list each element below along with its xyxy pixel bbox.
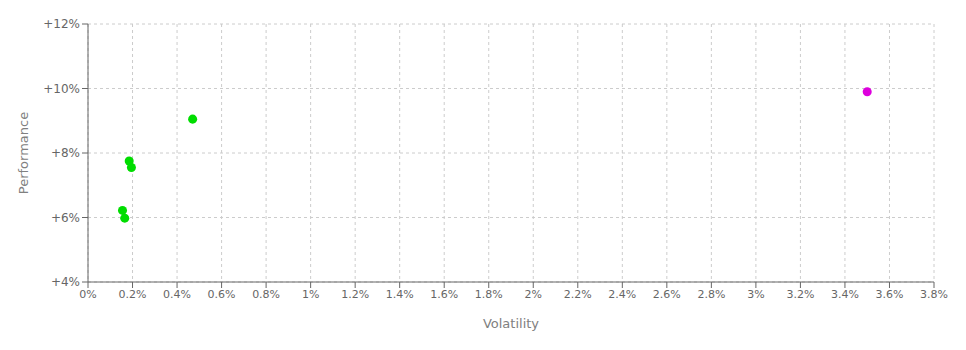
svg-text:2.4%: 2.4% <box>608 288 636 301</box>
svg-text:2.8%: 2.8% <box>697 288 725 301</box>
svg-text:3%: 3% <box>747 288 764 301</box>
svg-text:0.4%: 0.4% <box>163 288 191 301</box>
svg-text:Performance: Performance <box>16 112 31 194</box>
svg-text:2.2%: 2.2% <box>564 288 592 301</box>
svg-text:3.4%: 3.4% <box>831 288 859 301</box>
svg-text:0.8%: 0.8% <box>252 288 280 301</box>
svg-text:3.2%: 3.2% <box>786 288 814 301</box>
svg-text:1.8%: 1.8% <box>475 288 503 301</box>
svg-text:+6%: +6% <box>51 211 80 225</box>
svg-text:Volatility: Volatility <box>483 316 539 331</box>
svg-text:+12%: +12% <box>43 17 80 31</box>
svg-text:+8%: +8% <box>51 146 80 160</box>
svg-text:+4%: +4% <box>51 275 80 289</box>
svg-text:0.2%: 0.2% <box>119 288 147 301</box>
svg-text:1.2%: 1.2% <box>341 288 369 301</box>
svg-text:3.6%: 3.6% <box>875 288 903 301</box>
svg-text:2.6%: 2.6% <box>653 288 681 301</box>
svg-text:0.6%: 0.6% <box>208 288 236 301</box>
svg-text:1%: 1% <box>302 288 319 301</box>
svg-text:0%: 0% <box>79 288 96 301</box>
svg-text:1.4%: 1.4% <box>386 288 414 301</box>
svg-text:2%: 2% <box>525 288 542 301</box>
svg-text:+10%: +10% <box>43 82 80 96</box>
svg-text:1.6%: 1.6% <box>430 288 458 301</box>
svg-text:3.8%: 3.8% <box>920 288 948 301</box>
